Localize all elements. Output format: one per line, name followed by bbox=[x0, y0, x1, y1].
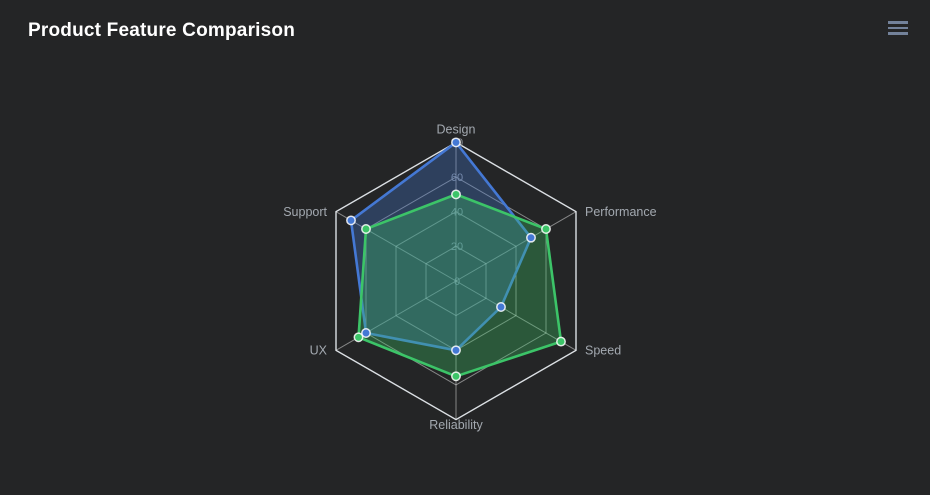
series-1-point-design[interactable] bbox=[451, 137, 461, 148]
series-2-point-design[interactable] bbox=[451, 189, 461, 200]
series-1-point-speed[interactable] bbox=[496, 302, 506, 312]
category-label-performance: Performance bbox=[585, 205, 657, 219]
series-1-point-reliability[interactable] bbox=[451, 345, 461, 356]
axis-tick-label: 20 bbox=[451, 241, 463, 253]
grid-spoke bbox=[455, 280, 577, 351]
series-2-point-performance[interactable] bbox=[541, 224, 551, 234]
axis-tick-label: 60 bbox=[451, 172, 463, 184]
series-2-point-ux[interactable] bbox=[353, 332, 364, 343]
category-label-reliability: Reliability bbox=[429, 418, 483, 432]
page-title: Product Feature Comparison bbox=[28, 20, 296, 41]
grid-ring-outer bbox=[335, 141, 577, 421]
category-label-ux: UX bbox=[310, 344, 328, 358]
series-2-point-support[interactable] bbox=[361, 224, 371, 234]
hamburger-icon bbox=[888, 21, 908, 35]
grid-spoke bbox=[455, 211, 577, 282]
series-1-point-support[interactable] bbox=[346, 215, 356, 226]
menu-button[interactable] bbox=[888, 21, 908, 35]
category-label-speed: Speed bbox=[585, 344, 621, 358]
series-2-point-reliability[interactable] bbox=[451, 371, 461, 382]
grid-spoke bbox=[335, 211, 457, 282]
category-label-design: Design bbox=[437, 122, 476, 136]
series-1-point-ux[interactable] bbox=[361, 328, 371, 338]
axis-tick-label: 0 bbox=[454, 276, 460, 288]
grid-ring bbox=[425, 245, 487, 317]
series-2-point-speed[interactable] bbox=[556, 336, 566, 347]
axis-tick-label: 40 bbox=[451, 207, 463, 219]
category-label-support: Support bbox=[283, 205, 327, 219]
series-1-point-performance[interactable] bbox=[526, 232, 536, 243]
